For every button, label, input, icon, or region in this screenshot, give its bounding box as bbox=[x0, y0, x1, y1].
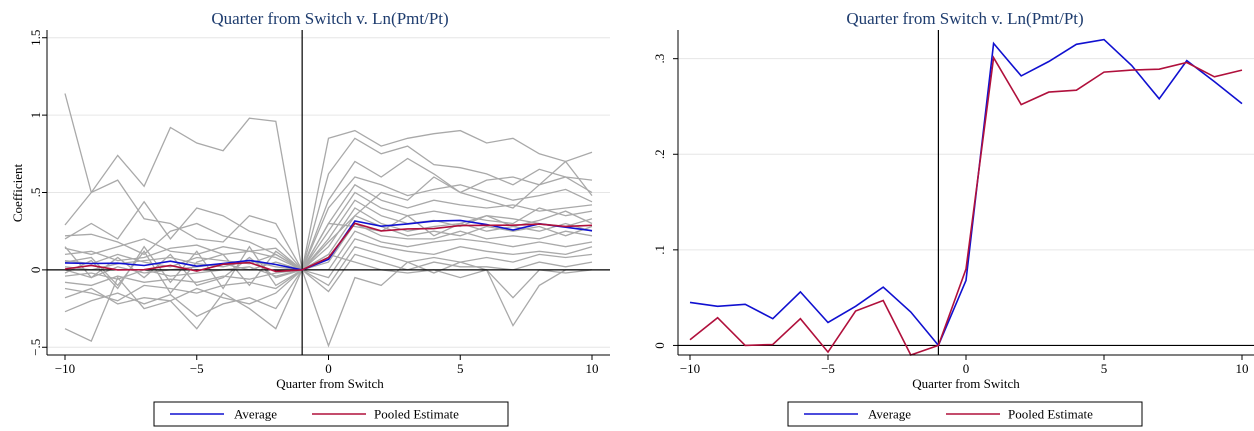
chart-title: Quarter from Switch v. Ln(Pmt/Pt) bbox=[211, 9, 448, 28]
chart-title: Quarter from Switch v. Ln(Pmt/Pt) bbox=[846, 9, 1083, 28]
legend: Average Pooled Estimate bbox=[787, 401, 1143, 427]
x-tick-label: −5 bbox=[190, 361, 204, 376]
pooled-estimate-series-line bbox=[64, 222, 593, 273]
legend-average-label: Average bbox=[868, 407, 911, 422]
x-axis-label: Quarter from Switch bbox=[912, 376, 1020, 391]
individual-series-line bbox=[64, 117, 593, 271]
x-tick-label: −10 bbox=[680, 361, 700, 376]
y-axis-label: Coefficient bbox=[10, 163, 25, 222]
x-tick-label: 5 bbox=[1101, 361, 1108, 376]
individual-series-line bbox=[64, 222, 593, 280]
x-tick-label: 10 bbox=[1236, 361, 1249, 376]
individual-series-line bbox=[64, 253, 593, 318]
individual-series-line bbox=[64, 245, 593, 305]
y-tick-label: 1 bbox=[28, 112, 43, 119]
individual-series-line bbox=[64, 176, 593, 271]
pooled-estimate-series-line bbox=[689, 55, 1243, 356]
legend: Average Pooled Estimate bbox=[153, 401, 509, 427]
legend-pooled-estimate-label: Pooled Estimate bbox=[1008, 407, 1093, 422]
individual-series-line bbox=[64, 93, 593, 272]
y-tick-label: .1 bbox=[652, 245, 667, 255]
y-tick-label: .2 bbox=[652, 149, 667, 159]
x-axis-label: Quarter from Switch bbox=[276, 376, 384, 391]
individual-series-line bbox=[64, 210, 593, 290]
chart-panel-1: −.5 0 .5 1 1.5 −10 −5 0 5 10 Quarter from Switch v… bbox=[10, 9, 610, 427]
individual-series-line bbox=[64, 250, 592, 327]
chart-panel-2: 0 .1 .2 .3 −10 −5 0 5 10 Quarter from Switch v. L… bbox=[652, 9, 1254, 427]
y-tick-label: −.5 bbox=[28, 339, 43, 356]
y-tick-label: .5 bbox=[28, 188, 43, 198]
average-series-line bbox=[689, 38, 1243, 347]
x-tick-label: −5 bbox=[821, 361, 835, 376]
y-tick-label: 0 bbox=[652, 342, 667, 349]
x-tick-label: −10 bbox=[55, 361, 75, 376]
x-tick-label: 0 bbox=[325, 361, 332, 376]
x-tick-label: 5 bbox=[457, 361, 464, 376]
average-series-line bbox=[64, 219, 593, 271]
x-tick-label: 10 bbox=[586, 361, 599, 376]
y-tick-label: 1.5 bbox=[28, 30, 43, 46]
individual-series-line bbox=[64, 261, 593, 348]
individual-series-line bbox=[64, 157, 593, 272]
legend-pooled-estimate-label: Pooled Estimate bbox=[374, 407, 459, 422]
x-tick-label: 0 bbox=[963, 361, 970, 376]
individual-series-line bbox=[64, 238, 593, 302]
y-tick-label: .3 bbox=[652, 54, 667, 64]
legend-average-label: Average bbox=[234, 407, 277, 422]
y-tick-label: 0 bbox=[28, 267, 43, 274]
